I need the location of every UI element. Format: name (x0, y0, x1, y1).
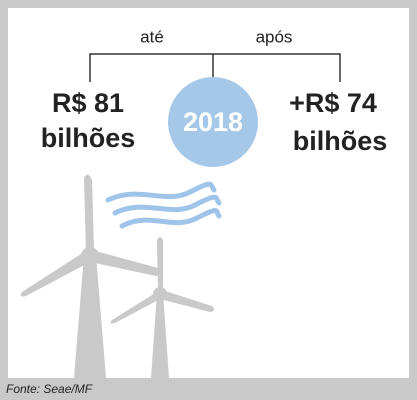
left-unit: bilhões (41, 123, 136, 153)
left-value: R$ 81 (52, 88, 124, 118)
panel (8, 8, 409, 378)
year-label: 2018 (183, 107, 243, 137)
right-unit: bilhões (293, 126, 388, 156)
before-label: até (140, 27, 164, 46)
source: Fonte: Seae/MF (6, 382, 93, 396)
right-value: +R$ 74 (289, 88, 377, 118)
infographic: até após 2018 R$ 81 bilhões +R$ 74 bilhõ… (0, 0, 417, 400)
after-label: após (256, 27, 293, 46)
